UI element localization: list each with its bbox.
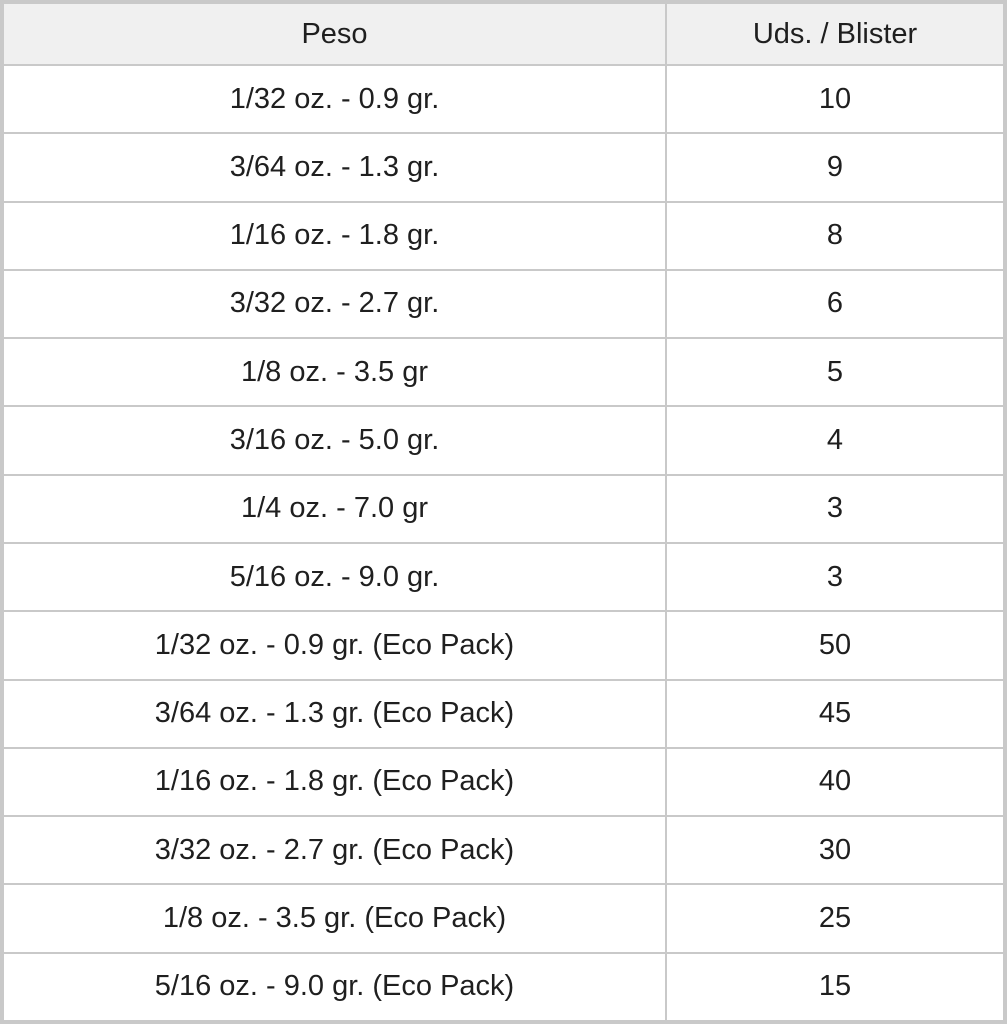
uds-blister-cell: 3 — [667, 475, 1003, 542]
table-row: 1/32 oz. - 0.9 gr. 10 — [4, 66, 1003, 133]
column-header-peso: Peso — [4, 4, 665, 64]
uds-blister-cell: 3 — [667, 543, 1003, 611]
uds-blister-cell: 25 — [667, 885, 1003, 952]
peso-cell: 1/16 oz. - 1.8 gr. (Eco Pack) — [4, 748, 665, 816]
uds-blister-cell: 5 — [667, 339, 1003, 406]
peso-cell: 3/32 oz. - 2.7 gr. — [4, 270, 665, 338]
uds-blister-cell: 50 — [667, 612, 1003, 679]
table-row: 1/8 oz. - 3.5 gr. (Eco Pack) 25 — [4, 885, 1003, 952]
table-row: 5/16 oz. - 9.0 gr. (Eco Pack) 15 — [4, 953, 1003, 1020]
table-row: 3/16 oz. - 5.0 gr. 4 — [4, 407, 1003, 474]
peso-cell: 3/32 oz. - 2.7 gr. (Eco Pack) — [4, 817, 665, 884]
peso-cell: 1/16 oz. - 1.8 gr. — [4, 202, 665, 269]
table-row: 1/16 oz. - 1.8 gr. (Eco Pack) 40 — [4, 748, 1003, 816]
peso-cell: 1/8 oz. - 3.5 gr. (Eco Pack) — [4, 885, 665, 952]
column-header-uds-blister: Uds. / Blister — [667, 4, 1003, 64]
peso-cell: 5/16 oz. - 9.0 gr. — [4, 543, 665, 611]
uds-blister-cell: 30 — [667, 817, 1003, 884]
table-row: 1/16 oz. - 1.8 gr. 8 — [4, 202, 1003, 269]
uds-blister-cell: 10 — [667, 66, 1003, 133]
peso-cell: 3/64 oz. - 1.3 gr. — [4, 134, 665, 201]
uds-blister-cell: 6 — [667, 270, 1003, 338]
uds-blister-cell: 45 — [667, 680, 1003, 747]
uds-blister-cell: 4 — [667, 407, 1003, 474]
peso-cell: 1/32 oz. - 0.9 gr. (Eco Pack) — [4, 612, 665, 679]
table-row: 1/4 oz. - 7.0 gr 3 — [4, 475, 1003, 542]
uds-blister-cell: 40 — [667, 748, 1003, 816]
table-header: Peso Uds. / Blister — [4, 4, 1003, 64]
peso-cell: 1/4 oz. - 7.0 gr — [4, 475, 665, 542]
peso-cell: 1/8 oz. - 3.5 gr — [4, 339, 665, 406]
table-row: 3/32 oz. - 2.7 gr. (Eco Pack) 30 — [4, 817, 1003, 884]
uds-blister-cell: 15 — [667, 953, 1003, 1020]
peso-cell: 3/64 oz. - 1.3 gr. (Eco Pack) — [4, 680, 665, 747]
uds-blister-cell: 9 — [667, 134, 1003, 201]
table-body: 1/32 oz. - 0.9 gr. 10 3/64 oz. - 1.3 gr.… — [4, 66, 1003, 1020]
table-row: 3/64 oz. - 1.3 gr. (Eco Pack) 45 — [4, 680, 1003, 747]
peso-cell: 3/16 oz. - 5.0 gr. — [4, 407, 665, 474]
table-row: 1/8 oz. - 3.5 gr 5 — [4, 339, 1003, 406]
table-row: 1/32 oz. - 0.9 gr. (Eco Pack) 50 — [4, 612, 1003, 679]
uds-blister-cell: 8 — [667, 202, 1003, 269]
header-row: Peso Uds. / Blister — [4, 4, 1003, 64]
peso-cell: 5/16 oz. - 9.0 gr. (Eco Pack) — [4, 953, 665, 1020]
table-row: 3/32 oz. - 2.7 gr. 6 — [4, 270, 1003, 338]
table-row: 5/16 oz. - 9.0 gr. 3 — [4, 543, 1003, 611]
table-row: 3/64 oz. - 1.3 gr. 9 — [4, 134, 1003, 201]
peso-cell: 1/32 oz. - 0.9 gr. — [4, 66, 665, 133]
